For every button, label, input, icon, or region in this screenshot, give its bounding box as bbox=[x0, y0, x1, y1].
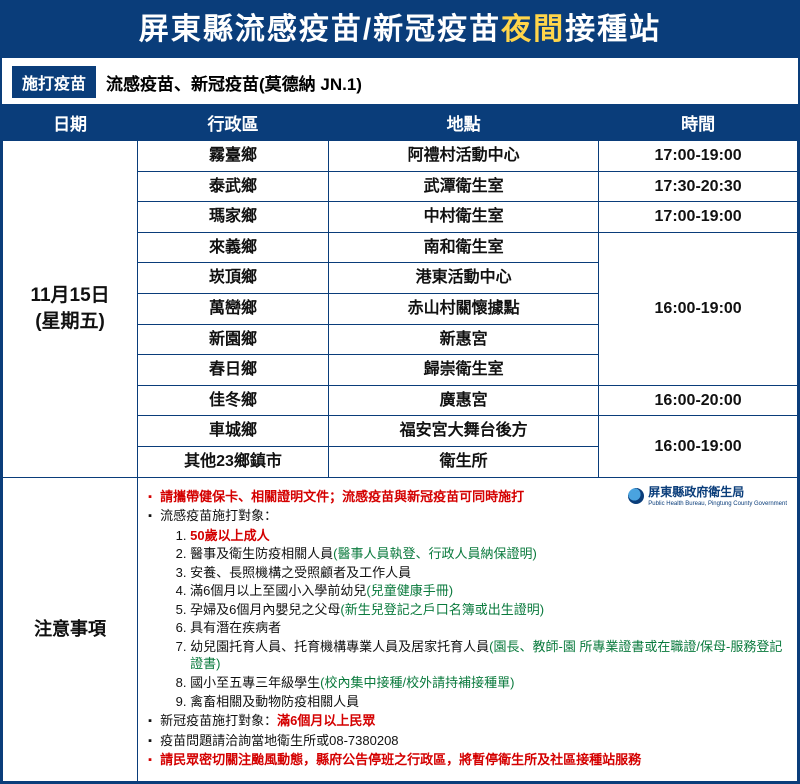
note-item: 國小至五專三年級學生(校內集中接種/校外請持補接種單) bbox=[190, 674, 787, 692]
vaccine-types: 流感疫苗、新冠疫苗(莫德納 JN.1) bbox=[106, 70, 362, 95]
note-item: 幼兒園托育人員、托育機構專業人員及居家托育人員(園長、教師-園 所專業證書或在職… bbox=[190, 638, 787, 673]
note-item: 醫事及衛生防疫相關人員(醫事人員執登、行政人員納保證明) bbox=[190, 545, 787, 563]
place-cell: 福安宮大舞台後方 bbox=[328, 416, 598, 447]
col-area: 行政區 bbox=[138, 105, 329, 141]
date-line2: (星期五) bbox=[35, 311, 105, 332]
place-cell: 赤山村關懷據點 bbox=[328, 293, 598, 324]
place-cell: 衛生所 bbox=[328, 446, 598, 477]
note-item: 具有潛在疾病者 bbox=[190, 619, 787, 637]
poster: 屏東縣流感疫苗/新冠疫苗夜間接種站 施打疫苗 流感疫苗、新冠疫苗(莫德納 JN.… bbox=[0, 0, 800, 784]
time-cell: 16:00-19:00 bbox=[599, 232, 798, 385]
time-cell: 16:00-19:00 bbox=[599, 416, 798, 477]
time-cell: 17:30-20:30 bbox=[599, 171, 798, 202]
time-cell: 17:00-19:00 bbox=[599, 202, 798, 233]
area-cell: 佳冬鄉 bbox=[138, 385, 329, 416]
schedule-table: 日期 行政區 地點 時間 11月15日 (星期五) 霧臺鄉 阿禮村活動中心 17… bbox=[2, 104, 798, 782]
date-line1: 11月15日 bbox=[30, 285, 109, 306]
title-highlight: 夜間 bbox=[501, 13, 565, 46]
note-item: 禽畜相關及動物防疫相關人員 bbox=[190, 693, 787, 711]
place-cell: 歸崇衛生室 bbox=[328, 355, 598, 386]
subheader: 施打疫苗 流感疫苗、新冠疫苗(莫德納 JN.1) bbox=[2, 58, 798, 104]
note-bring-docs: 請攜帶健保卡、相關證明文件；流感疫苗與新冠疫苗可同時施打 bbox=[148, 488, 787, 506]
place-cell: 阿禮村活動中心 bbox=[328, 141, 598, 172]
note-typhoon: 請民眾密切關注颱風動態，縣府公告停班之行政區，將暫停衛生所及社區接種站服務 bbox=[148, 751, 787, 769]
area-cell: 來義鄉 bbox=[138, 232, 329, 263]
title-pre: 屏東縣流感疫苗/新冠疫苗 bbox=[139, 13, 501, 46]
table-row: 11月15日 (星期五) 霧臺鄉 阿禮村活動中心 17:00-19:00 bbox=[3, 141, 798, 172]
time-cell: 16:00-20:00 bbox=[599, 385, 798, 416]
area-cell: 萬巒鄉 bbox=[138, 293, 329, 324]
vaccine-tag: 施打疫苗 bbox=[12, 66, 96, 98]
header-row: 日期 行政區 地點 時間 bbox=[3, 105, 798, 141]
area-cell: 新園鄉 bbox=[138, 324, 329, 355]
note-item: 安養、長照機構之受照顧者及工作人員 bbox=[190, 564, 787, 582]
place-cell: 中村衛生室 bbox=[328, 202, 598, 233]
col-place: 地點 bbox=[328, 105, 598, 141]
col-date: 日期 bbox=[3, 105, 138, 141]
note-contact: 疫苗問題請洽詢當地衛生所或08-7380208 bbox=[148, 732, 787, 750]
title-post: 接種站 bbox=[565, 13, 661, 46]
area-cell: 瑪家鄉 bbox=[138, 202, 329, 233]
time-cell: 17:00-19:00 bbox=[599, 141, 798, 172]
notes-label: 注意事項 bbox=[3, 477, 138, 781]
notes-content: 屏東縣政府衛生局 Public Health Bureau, Pingtung … bbox=[138, 477, 798, 781]
area-cell: 泰武鄉 bbox=[138, 171, 329, 202]
area-cell: 其他23鄉鎮市 bbox=[138, 446, 329, 477]
note-covid-targets: 新冠疫苗施打對象：滿6個月以上民眾 bbox=[148, 712, 787, 730]
place-cell: 港東活動中心 bbox=[328, 263, 598, 294]
place-cell: 武潭衛生室 bbox=[328, 171, 598, 202]
area-cell: 崁頂鄉 bbox=[138, 263, 329, 294]
area-cell: 春日鄉 bbox=[138, 355, 329, 386]
note-item: 滿6個月以上至國小入學前幼兒(兒童健康手冊) bbox=[190, 582, 787, 600]
note-item: 50歲以上成人 bbox=[190, 528, 269, 543]
area-cell: 霧臺鄉 bbox=[138, 141, 329, 172]
note-flu-targets: 流感疫苗施打對象： 50歲以上成人 醫事及衛生防疫相關人員(醫事人員執登、行政人… bbox=[148, 507, 787, 710]
title-banner: 屏東縣流感疫苗/新冠疫苗夜間接種站 bbox=[2, 2, 798, 58]
place-cell: 南和衛生室 bbox=[328, 232, 598, 263]
notes-row: 注意事項 屏東縣政府衛生局 Public Health Bureau, Ping… bbox=[3, 477, 798, 781]
date-cell: 11月15日 (星期五) bbox=[3, 141, 138, 478]
col-time: 時間 bbox=[599, 105, 798, 141]
place-cell: 新惠宮 bbox=[328, 324, 598, 355]
area-cell: 車城鄉 bbox=[138, 416, 329, 447]
note-item: 孕婦及6個月內嬰兒之父母(新生兒登記之戶口名簿或出生證明) bbox=[190, 601, 787, 619]
place-cell: 廣惠宮 bbox=[328, 385, 598, 416]
